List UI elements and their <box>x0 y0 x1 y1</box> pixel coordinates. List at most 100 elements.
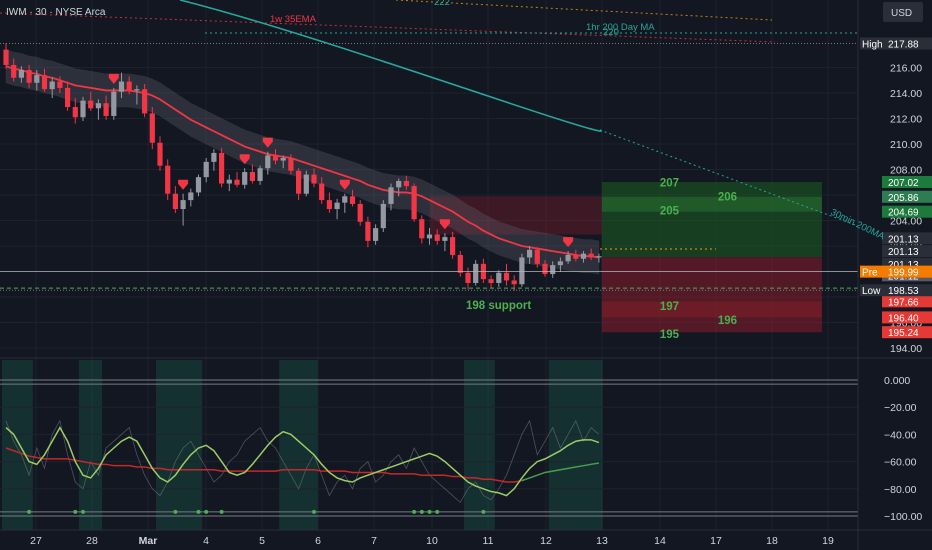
price-tick: 212.00 <box>890 114 922 126</box>
candle-body[interactable] <box>211 152 217 162</box>
candle-body[interactable] <box>95 103 101 109</box>
candle-body[interactable] <box>34 75 40 83</box>
down-arrow-icon <box>563 237 574 248</box>
level-price-bg <box>882 37 932 50</box>
candle-body[interactable] <box>303 174 309 194</box>
ma200-30m-projection <box>599 129 859 227</box>
candle-body[interactable] <box>265 155 271 169</box>
candle-body[interactable] <box>118 81 125 92</box>
candle-body[interactable] <box>557 261 563 266</box>
candle-body[interactable] <box>234 179 240 185</box>
candle-body[interactable] <box>242 172 248 185</box>
candle-body[interactable] <box>280 158 286 161</box>
candle-body[interactable] <box>457 254 463 273</box>
candle-body[interactable] <box>503 272 510 281</box>
candle-body[interactable] <box>65 87 71 108</box>
candle-body[interactable] <box>80 100 86 118</box>
time-tick-label: 14 <box>654 535 666 547</box>
candle-body[interactable] <box>588 253 594 258</box>
trend-line-b <box>0 12 776 43</box>
candle-body[interactable] <box>149 113 155 143</box>
time-axis[interactable]: 27 28 Mar 4 5 6 7 10 11 12 13 14 17 18 19 <box>0 529 932 547</box>
candle-body[interactable] <box>349 196 356 204</box>
candle-body[interactable] <box>172 193 178 210</box>
candle-body[interactable] <box>573 254 579 259</box>
candle-body[interactable] <box>373 228 379 241</box>
candle-body[interactable] <box>465 272 471 283</box>
candle-body[interactable] <box>434 234 440 241</box>
candle-body[interactable] <box>534 249 540 264</box>
candle-body[interactable] <box>326 200 332 210</box>
candle-body[interactable] <box>165 165 171 194</box>
currency-button-bg[interactable] <box>883 2 923 22</box>
candle-body[interactable] <box>272 155 279 161</box>
candle-body[interactable] <box>72 107 78 118</box>
candle-body[interactable] <box>357 203 363 222</box>
time-tick-label: 10 <box>426 535 438 547</box>
candle-body[interactable] <box>219 152 225 184</box>
candle-body[interactable] <box>203 161 209 178</box>
candle-body[interactable] <box>565 254 571 262</box>
candle-body[interactable] <box>311 174 317 184</box>
candles[interactable] <box>3 43 602 291</box>
candle-body[interactable] <box>26 70 32 83</box>
candle-body[interactable] <box>342 196 348 203</box>
candle-body[interactable] <box>403 180 409 187</box>
candle-body[interactable] <box>550 265 556 275</box>
candle-body[interactable] <box>519 257 525 285</box>
candle-body[interactable] <box>3 49 9 65</box>
candle-body[interactable] <box>334 202 340 210</box>
candle-body[interactable] <box>580 253 587 259</box>
candle-body[interactable] <box>142 89 148 114</box>
candle-body[interactable] <box>496 272 502 283</box>
candle-body[interactable] <box>41 75 48 90</box>
down-arrow-icon <box>178 179 189 190</box>
candle-body[interactable] <box>288 158 294 171</box>
oscillator-band <box>156 360 203 530</box>
oscillator-dot <box>419 509 424 514</box>
candle-body[interactable] <box>18 70 24 78</box>
candle-body[interactable] <box>134 89 140 91</box>
candle-body[interactable] <box>188 192 194 201</box>
candle-body[interactable] <box>257 168 263 181</box>
candle-body[interactable] <box>388 187 394 204</box>
candle-body[interactable] <box>527 249 533 258</box>
oscillator-dot <box>481 509 486 514</box>
candle-body[interactable] <box>249 172 255 181</box>
candle-body[interactable] <box>542 263 548 275</box>
price-axis[interactable]: 194.00196.00198.00200.00202.00204.00206.… <box>857 0 932 550</box>
candle-body[interactable] <box>396 180 402 188</box>
candle-body[interactable] <box>596 256 602 258</box>
candle-body[interactable] <box>296 170 302 194</box>
level-price: 199.99 <box>888 268 919 279</box>
candle-body[interactable] <box>442 237 448 241</box>
candle-body[interactable] <box>88 100 94 109</box>
candle-body[interactable] <box>411 186 417 220</box>
candle-body[interactable] <box>49 81 55 90</box>
price-tick: 208.00 <box>890 165 922 177</box>
candle-body[interactable] <box>195 177 202 193</box>
oscillator-pane <box>0 357 932 517</box>
candle-body[interactable] <box>319 183 325 201</box>
candle-body[interactable] <box>450 237 456 255</box>
candle-body[interactable] <box>226 179 232 184</box>
time-tick-label: 11 <box>483 535 494 547</box>
candle-body[interactable] <box>473 263 479 283</box>
currency-button[interactable]: USD <box>891 8 912 19</box>
candle-body[interactable] <box>57 81 63 88</box>
candle-body[interactable] <box>365 221 371 241</box>
oscillator-tick: −40.00 <box>884 429 917 441</box>
candle-body[interactable] <box>126 81 132 91</box>
candle-body[interactable] <box>157 142 163 166</box>
candle-body[interactable] <box>180 200 186 210</box>
candle-body[interactable] <box>488 279 494 283</box>
candle-body[interactable] <box>11 64 17 78</box>
candle-body[interactable] <box>419 219 425 239</box>
candle-body[interactable] <box>111 91 117 116</box>
candle-body[interactable] <box>103 103 109 116</box>
price-tag: 201.13 <box>888 260 919 271</box>
candle-body[interactable] <box>511 280 517 285</box>
candle-body[interactable] <box>380 203 386 229</box>
candle-body[interactable] <box>426 234 433 239</box>
